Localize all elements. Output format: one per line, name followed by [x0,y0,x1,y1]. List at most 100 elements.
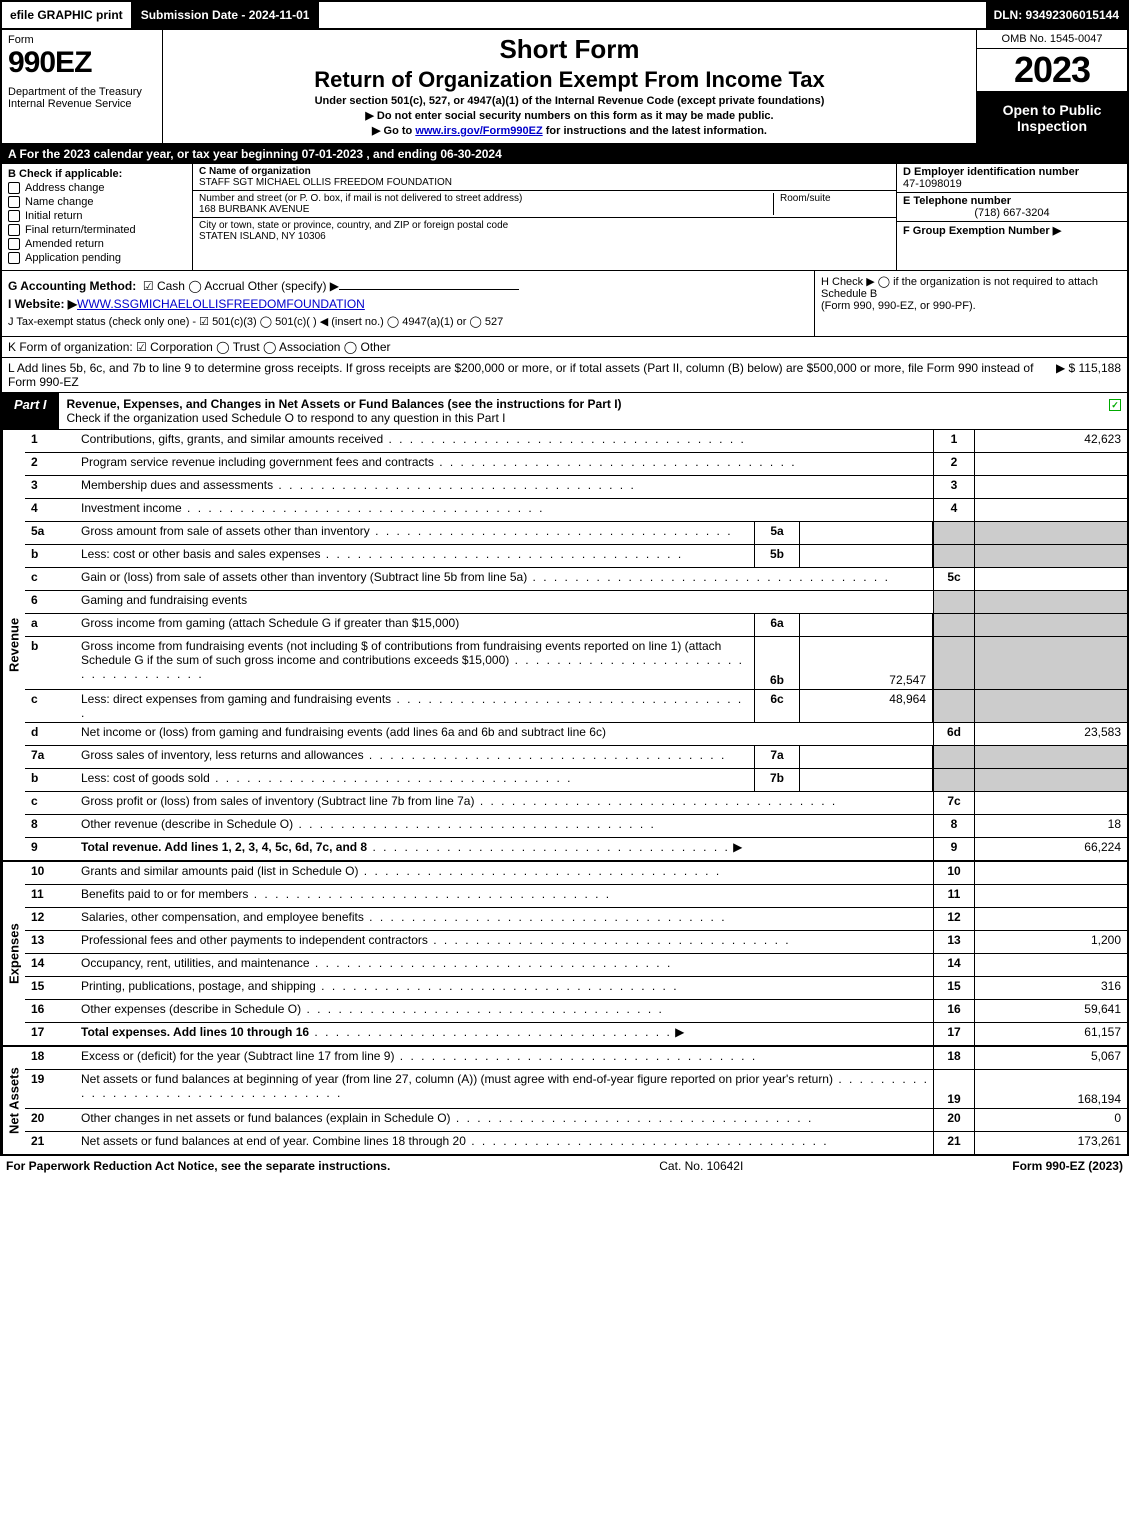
addr-label: Number and street (or P. O. box, if mail… [199,193,522,204]
revenue-table: Revenue 1Contributions, gifts, grants, a… [0,430,1129,862]
row-6d: dNet income or (loss) from gaming and fu… [25,723,1127,746]
part-i-title: Revenue, Expenses, and Changes in Net As… [59,393,1103,429]
row-7b: bLess: cost of goods sold7b [25,769,1127,792]
org-city: STATEN ISLAND, NY 10306 [199,231,326,242]
footer-mid: Cat. No. 10642I [659,1159,743,1173]
part-i-checkbox[interactable]: ✓ [1103,393,1127,429]
short-form-title: Short Form [171,34,968,65]
dept-label: Department of the Treasury Internal Reve… [8,86,156,110]
row-4: 4Investment income4 [25,499,1127,522]
row-17: 17Total expenses. Add lines 10 through 1… [25,1023,1127,1045]
row-1: 1Contributions, gifts, grants, and simil… [25,430,1127,453]
line-l: L Add lines 5b, 6c, and 7b to line 9 to … [0,358,1129,393]
row-9: 9Total revenue. Add lines 1, 2, 3, 4, 5c… [25,838,1127,860]
ck-name-change[interactable]: Name change [8,196,186,208]
warn-ssn: ▶ Do not enter social security numbers o… [171,109,968,122]
row-3: 3Membership dues and assessments3 [25,476,1127,499]
footer-right: Form 990-EZ (2023) [1012,1159,1123,1173]
row-14: 14Occupancy, rent, utilities, and mainte… [25,954,1127,977]
row-11: 11Benefits paid to or for members11 [25,885,1127,908]
ein-value: 47-1098019 [903,178,962,190]
row-6a: aGross income from gaming (attach Schedu… [25,614,1127,637]
row-18: 18Excess or (deficit) for the year (Subt… [25,1047,1127,1070]
form-header: Form 990EZ Department of the Treasury In… [0,30,1129,145]
ck-amended-return[interactable]: Amended return [8,238,186,250]
ck-initial-return[interactable]: Initial return [8,210,186,222]
org-address-row: Number and street (or P. O. box, if mail… [193,191,896,218]
l-value: ▶ $ 115,188 [1056,361,1121,389]
column-d-e-f: D Employer identification number 47-1098… [896,164,1127,270]
inspect-1: Open to Public [981,102,1123,118]
col-gij: G Accounting Method: ☑ Cash ◯ Accrual Ot… [2,271,814,336]
ck-application-pending[interactable]: Application pending [8,252,186,264]
l-text: L Add lines 5b, 6c, and 7b to line 9 to … [8,361,1048,389]
footer-left: For Paperwork Reduction Act Notice, see … [6,1159,390,1173]
dln-label: DLN: 93492306015144 [986,2,1127,28]
section-b-through-f: B Check if applicable: Address change Na… [0,164,1129,271]
omb-number: OMB No. 1545-0047 [977,30,1127,49]
row-13: 13Professional fees and other payments t… [25,931,1127,954]
line-j: J Tax-exempt status (check only one) - ☑… [8,315,808,328]
group-exemption-block: F Group Exemption Number ▶ [897,222,1127,239]
inspect-2: Inspection [981,118,1123,134]
d-label: D Employer identification number [903,166,1079,178]
row-6: 6Gaming and fundraising events [25,591,1127,614]
row-16: 16Other expenses (describe in Schedule O… [25,1000,1127,1023]
row-19: 19Net assets or fund balances at beginni… [25,1070,1127,1109]
netassets-vlabel: Net Assets [2,1047,25,1154]
row-7c: cGross profit or (loss) from sales of in… [25,792,1127,815]
subtitle: Under section 501(c), 527, or 4947(a)(1)… [171,95,968,107]
row-7a: 7aGross sales of inventory, less returns… [25,746,1127,769]
row-5a: 5aGross amount from sale of assets other… [25,522,1127,545]
header-left: Form 990EZ Department of the Treasury In… [2,30,163,143]
h-text: H Check ▶ ◯ if the organization is not r… [821,275,1121,300]
line-k: K Form of organization: ☑ Corporation ◯ … [0,337,1129,358]
part-i-header: Part I Revenue, Expenses, and Changes in… [0,393,1129,430]
section-g-through-j: G Accounting Method: ☑ Cash ◯ Accrual Ot… [0,271,1129,337]
org-address: 168 BURBANK AVENUE [199,204,309,215]
row-20: 20Other changes in net assets or fund ba… [25,1109,1127,1132]
row-21: 21Net assets or fund balances at end of … [25,1132,1127,1154]
irs-link[interactable]: www.irs.gov/Form990EZ [415,125,542,137]
efile-label[interactable]: efile GRAPHIC print [2,2,133,28]
city-label: City or town, state or province, country… [199,220,508,231]
c-name-label: C Name of organization [199,166,311,177]
org-city-row: City or town, state or province, country… [193,218,896,244]
column-b-checkboxes: B Check if applicable: Address change Na… [2,164,193,270]
row-5b: bLess: cost or other basis and sales exp… [25,545,1127,568]
open-inspection: Open to Public Inspection [977,92,1127,143]
revenue-vlabel: Revenue [2,430,25,860]
line-i: I Website: ▶WWW.SSGMICHAELOLLISFREEDOMFO… [8,297,808,311]
row-8: 8Other revenue (describe in Schedule O)8… [25,815,1127,838]
top-bar: efile GRAPHIC print Submission Date - 20… [0,0,1129,30]
expenses-vlabel: Expenses [2,862,25,1045]
row-15: 15Printing, publications, postage, and s… [25,977,1127,1000]
column-c-org-info: C Name of organization STAFF SGT MICHAEL… [193,164,896,270]
line-a: A For the 2023 calendar year, or tax yea… [0,145,1129,164]
row-6c: cLess: direct expenses from gaming and f… [25,690,1127,723]
phone-value: (718) 667-3204 [903,207,1121,219]
org-name: STAFF SGT MICHAEL OLLIS FREEDOM FOUNDATI… [199,177,452,188]
submission-date: Submission Date - 2024-11-01 [133,2,320,28]
website-link[interactable]: WWW.SSGMICHAELOLLISFREEDOMFOUNDATION [77,297,365,311]
room-suite: Room/suite [773,193,890,215]
warn2-post: for instructions and the latest informat… [543,125,767,137]
warn2-pre: ▶ Go to [372,125,415,137]
row-5c: cGain or (loss) from sale of assets othe… [25,568,1127,591]
form-number: 990EZ [8,46,156,80]
ck-address-change[interactable]: Address change [8,182,186,194]
netassets-table: Net Assets 18Excess or (deficit) for the… [0,1047,1129,1156]
row-2: 2Program service revenue including gover… [25,453,1127,476]
h-sub: (Form 990, 990-EZ, or 990-PF). [821,300,1121,312]
topbar-spacer [319,2,985,28]
col-h: H Check ▶ ◯ if the organization is not r… [814,271,1127,336]
form-word: Form [8,34,156,46]
row-12: 12Salaries, other compensation, and empl… [25,908,1127,931]
ein-block: D Employer identification number 47-1098… [897,164,1127,193]
phone-block: E Telephone number (718) 667-3204 [897,193,1127,222]
part-i-tag: Part I [2,393,59,429]
main-title: Return of Organization Exempt From Incom… [171,67,968,93]
f-label: F Group Exemption Number ▶ [903,225,1061,237]
line-g: G Accounting Method: ☑ Cash ◯ Accrual Ot… [8,279,808,293]
ck-final-return[interactable]: Final return/terminated [8,224,186,236]
